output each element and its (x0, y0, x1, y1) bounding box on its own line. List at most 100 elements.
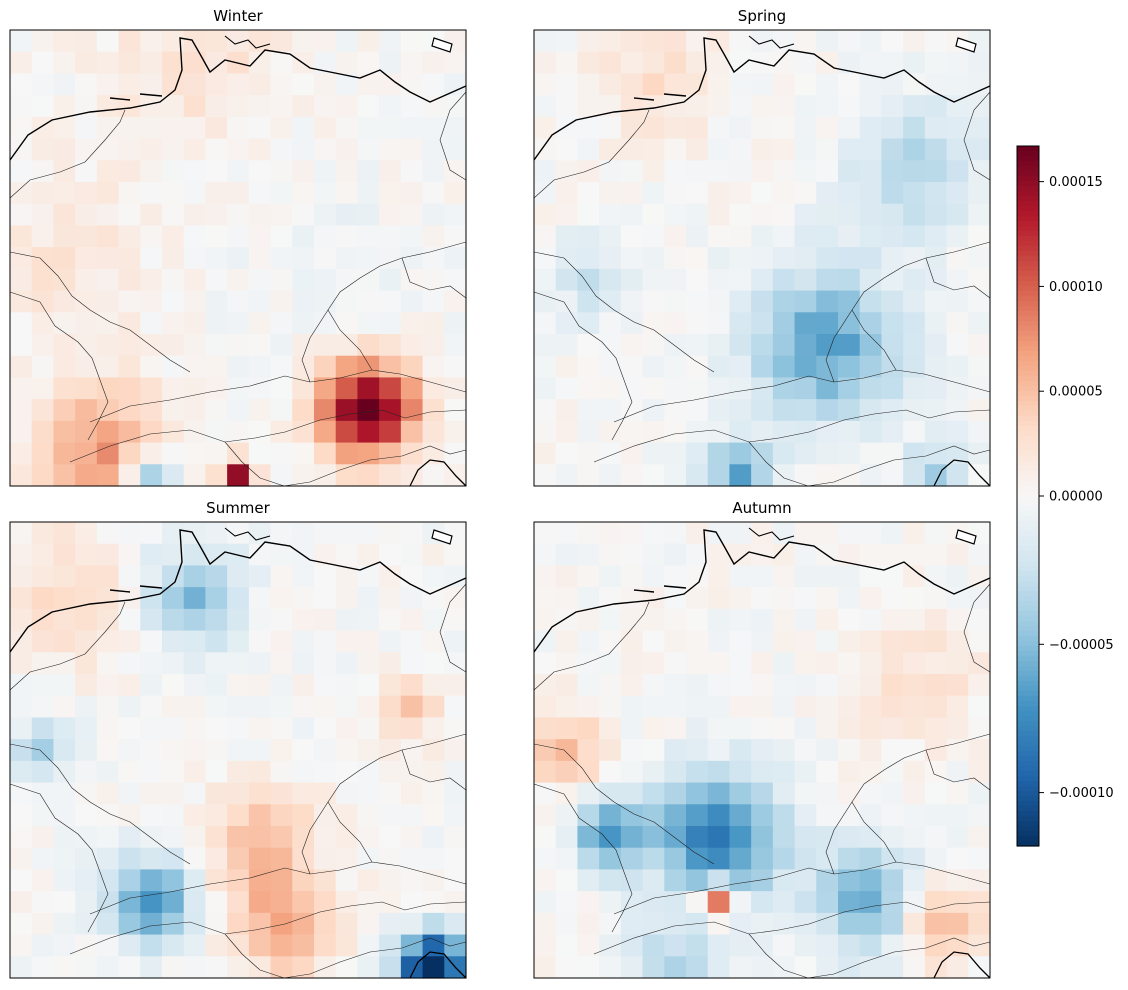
heatmap-cell (772, 760, 796, 784)
heatmap-cell (205, 522, 228, 545)
heatmap-cell (227, 116, 250, 140)
heatmap-cell (772, 891, 796, 914)
heatmap-cell (357, 826, 380, 849)
heatmap-cell (31, 652, 55, 675)
heatmap-cell (664, 760, 687, 784)
heatmap-cell (620, 377, 644, 400)
heatmap-cell (31, 695, 55, 719)
heatmap-cell (686, 608, 709, 632)
heatmap-cell (270, 587, 293, 610)
heatmap-cell (794, 695, 817, 719)
heatmap-cell (183, 956, 207, 979)
heatmap-cell (729, 587, 752, 610)
heatmap-cell (96, 268, 120, 292)
heatmap-cell (270, 268, 293, 292)
heatmap-cell (227, 355, 250, 379)
heatmap-cell (118, 760, 141, 784)
heatmap-cell (31, 891, 55, 914)
heatmap-cell (620, 225, 644, 248)
heatmap-cell (881, 912, 904, 936)
heatmap-cell (10, 674, 33, 697)
heatmap-cell (794, 826, 817, 849)
heatmap-cell (707, 290, 731, 313)
heatmap-cell (53, 247, 76, 270)
heatmap-cell (31, 290, 55, 313)
heatmap-cell (794, 399, 817, 422)
heatmap-cell (555, 695, 579, 719)
heatmap-cell (118, 739, 141, 762)
heatmap-cell (118, 247, 141, 270)
heatmap-cell (664, 51, 687, 75)
heatmap-cell (686, 334, 709, 357)
heatmap-cell (183, 399, 207, 422)
heatmap-cell (751, 587, 774, 610)
heatmap-cell (53, 587, 76, 610)
heatmap-cell (903, 565, 926, 588)
heatmap-cell (772, 95, 796, 118)
heatmap-cell (642, 782, 665, 805)
heatmap-cell (422, 160, 445, 183)
heatmap-cell (816, 420, 839, 444)
heatmap-cell (140, 522, 163, 545)
heatmap-cell (379, 399, 402, 422)
heatmap-cell (772, 73, 796, 96)
heatmap-cell (816, 268, 839, 292)
heatmap-cell (183, 565, 207, 588)
heatmap-cell (162, 334, 185, 357)
heatmap-cell (772, 695, 796, 719)
heatmap-cell (903, 399, 926, 422)
heatmap-cell (599, 695, 622, 719)
heatmap-cell (140, 203, 163, 227)
heatmap-cell (881, 674, 904, 697)
heatmap-cell (686, 420, 709, 444)
heatmap-cell (577, 225, 600, 248)
heatmap-cell (534, 847, 557, 871)
heatmap-cell (707, 312, 731, 335)
heatmap-cell (96, 543, 120, 567)
heatmap-cell (946, 565, 969, 588)
colorbar-segment (1017, 156, 1039, 162)
heatmap-cell (577, 630, 600, 653)
heatmap-cell (555, 522, 579, 545)
heatmap-cell (248, 826, 272, 849)
heatmap-cell (96, 782, 120, 805)
heatmap-cell (946, 225, 969, 248)
heatmap-cell (444, 203, 467, 227)
colorbar-segment (1017, 596, 1039, 602)
heatmap-cell (400, 247, 424, 270)
heatmap-cell (816, 847, 839, 871)
heatmap-cell (707, 464, 731, 487)
heatmap-cell (859, 760, 883, 784)
heatmap-cell (357, 225, 380, 248)
colorbar-segment (1017, 371, 1039, 377)
heatmap-cell (248, 225, 272, 248)
heatmap-cell (946, 312, 969, 335)
heatmap-cell (357, 522, 380, 545)
heatmap-cell (444, 290, 467, 313)
heatmap-cell (357, 652, 380, 675)
heatmap-cell (577, 420, 600, 444)
heatmap-cell (620, 739, 644, 762)
colorbar-segment (1017, 536, 1039, 542)
heatmap-cell (270, 565, 293, 588)
heatmap-cell (118, 73, 141, 96)
heatmap-cell (357, 355, 380, 379)
heatmap-cell (96, 116, 120, 140)
heatmap-cell (968, 782, 991, 805)
heatmap-cell (707, 30, 731, 53)
heatmap-cell (534, 543, 557, 567)
heatmap-cell (357, 290, 380, 313)
heatmap-cell (292, 652, 315, 675)
heatmap-cell (881, 826, 904, 849)
heatmap-cell (248, 630, 272, 653)
heatmap-cell (357, 399, 380, 422)
heatmap-cell (118, 312, 141, 335)
heatmap-cell (400, 782, 424, 805)
heatmap-cell (707, 95, 731, 118)
heatmap-cell (314, 182, 337, 205)
heatmap-cell (729, 399, 752, 422)
heatmap-cell (10, 543, 33, 567)
heatmap-cell (53, 160, 76, 183)
heatmap-cell (31, 203, 55, 227)
heatmap-cell (96, 630, 120, 653)
